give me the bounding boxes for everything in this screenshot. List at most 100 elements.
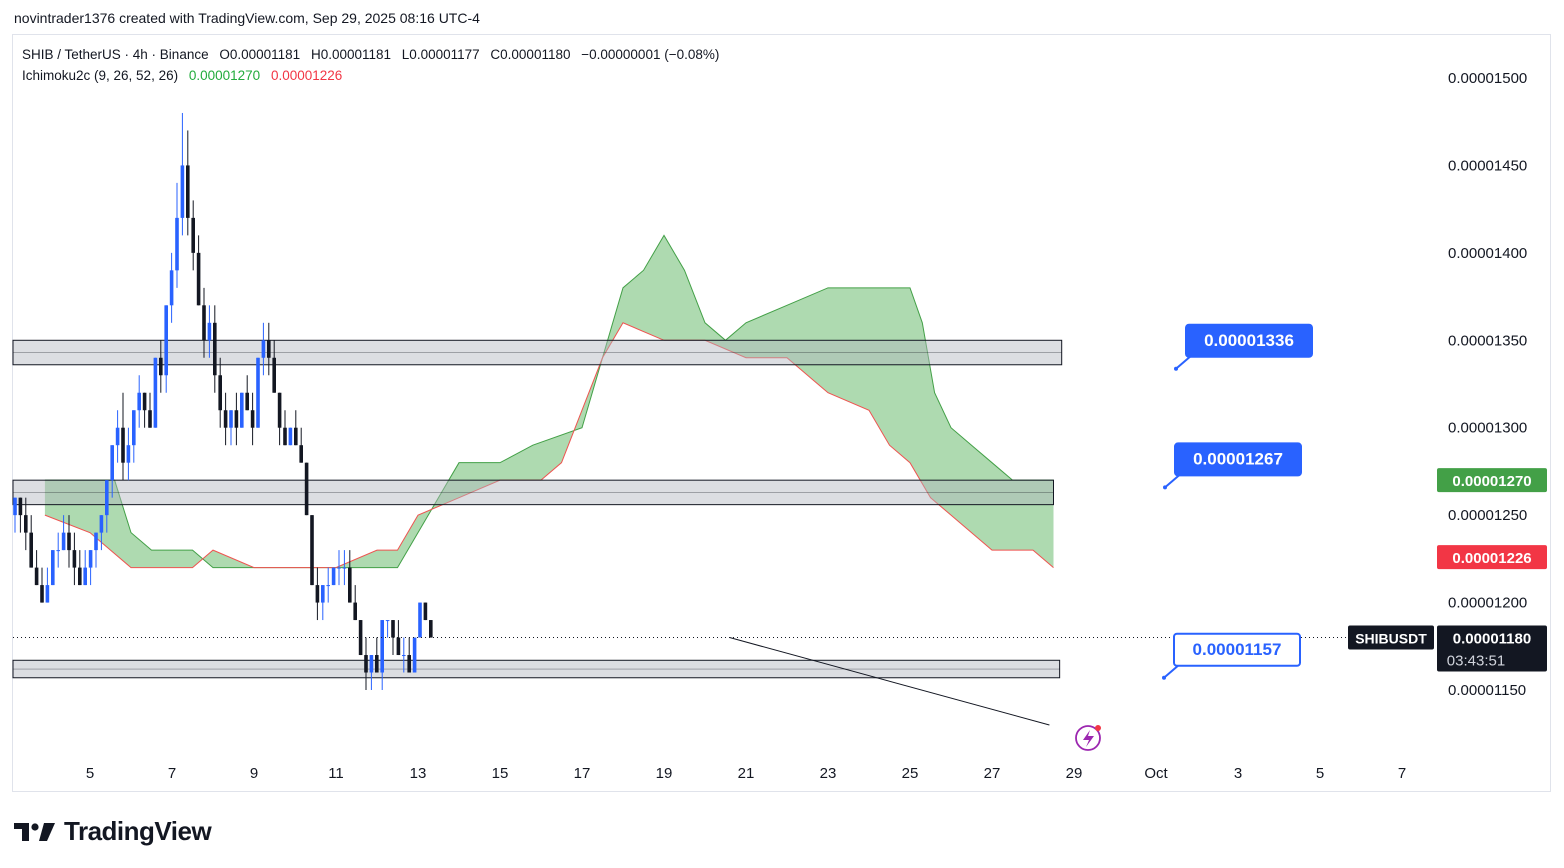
candle-body[interactable] bbox=[207, 322, 212, 341]
candle-body[interactable] bbox=[429, 620, 433, 638]
candle-body[interactable] bbox=[412, 637, 417, 673]
candle-body[interactable] bbox=[148, 410, 152, 428]
candle-body[interactable] bbox=[348, 567, 352, 603]
candle-body[interactable] bbox=[45, 585, 50, 603]
candle-body[interactable] bbox=[353, 602, 357, 621]
candle-body[interactable] bbox=[99, 515, 104, 533]
candle-body[interactable] bbox=[223, 410, 228, 428]
candle-body[interactable] bbox=[78, 567, 82, 586]
candle-body[interactable] bbox=[180, 165, 185, 218]
current-price-text: 0.00001180 bbox=[1453, 631, 1531, 648]
trendline[interactable] bbox=[729, 637, 1050, 726]
candle-body[interactable] bbox=[288, 427, 293, 446]
candle-body[interactable] bbox=[402, 655, 406, 657]
candle-body[interactable] bbox=[385, 620, 390, 622]
candle-body[interactable] bbox=[24, 515, 28, 533]
candle-body[interactable] bbox=[213, 322, 217, 376]
candle-body[interactable] bbox=[342, 567, 347, 569]
candle-body[interactable] bbox=[196, 252, 201, 306]
candle-body[interactable] bbox=[164, 305, 168, 376]
candle-body[interactable] bbox=[299, 445, 303, 463]
candle-body[interactable] bbox=[234, 410, 239, 428]
candle-body[interactable] bbox=[142, 392, 147, 411]
candle-body[interactable] bbox=[315, 585, 320, 603]
candle-body[interactable] bbox=[29, 532, 33, 568]
chart-legend: SHIB / TetherUS · 4h · Binance O0.000011… bbox=[22, 44, 726, 86]
candle-body[interactable] bbox=[186, 165, 190, 218]
level-label[interactable] bbox=[1173, 632, 1301, 667]
tradingview-wordmark: TradingView bbox=[64, 816, 212, 846]
candle-body[interactable] bbox=[132, 410, 136, 446]
candle-body[interactable] bbox=[321, 585, 325, 603]
candle-body[interactable] bbox=[423, 602, 428, 621]
candle-body[interactable] bbox=[375, 655, 379, 673]
candle-body[interactable] bbox=[153, 357, 158, 428]
candle-body[interactable] bbox=[272, 357, 276, 393]
candle-body[interactable] bbox=[110, 445, 114, 481]
candle-body[interactable] bbox=[277, 392, 282, 428]
candle-body[interactable] bbox=[126, 445, 131, 463]
candle-body[interactable] bbox=[137, 392, 141, 411]
candle-body[interactable] bbox=[159, 357, 163, 376]
candle-body[interactable] bbox=[229, 410, 233, 428]
candle-body[interactable] bbox=[396, 637, 401, 656]
level-label[interactable] bbox=[1185, 323, 1313, 358]
symbol-title[interactable]: SHIB / TetherUS · 4h · Binance bbox=[22, 47, 209, 62]
x-axis-tick-label: 5 bbox=[1316, 765, 1324, 782]
candle-body[interactable] bbox=[407, 655, 411, 673]
candle-body[interactable] bbox=[105, 480, 109, 516]
candle-body[interactable] bbox=[169, 270, 174, 306]
candle-body[interactable] bbox=[34, 567, 39, 586]
candle-body[interactable] bbox=[369, 655, 374, 673]
level-label[interactable] bbox=[1174, 442, 1302, 477]
candle-body[interactable] bbox=[364, 655, 368, 673]
candle-body[interactable] bbox=[191, 217, 195, 253]
candle-body[interactable] bbox=[67, 532, 71, 551]
candle-body[interactable] bbox=[175, 217, 179, 271]
candle-body[interactable] bbox=[18, 497, 23, 516]
candle-body[interactable] bbox=[240, 392, 244, 428]
price-badge bbox=[1437, 545, 1547, 570]
x-axis-tick-label: 7 bbox=[1398, 765, 1406, 782]
x-axis-tick-label: 23 bbox=[820, 765, 837, 782]
indicator-legend-row: Ichimoku2c (9, 26, 52, 26) 0.00001270 0.… bbox=[22, 65, 726, 86]
candle-body[interactable] bbox=[245, 392, 249, 411]
candle-body[interactable] bbox=[115, 427, 120, 446]
candle-body[interactable] bbox=[358, 620, 363, 656]
candle-body[interactable] bbox=[310, 515, 314, 586]
candle-body[interactable] bbox=[337, 567, 341, 569]
candle-body[interactable] bbox=[40, 585, 44, 603]
candle-body[interactable] bbox=[88, 550, 93, 568]
candle-body[interactable] bbox=[326, 585, 330, 587]
candle-body[interactable] bbox=[304, 462, 309, 516]
candle-body[interactable] bbox=[94, 532, 98, 551]
indicator-name[interactable]: Ichimoku2c (9, 26, 52, 26) bbox=[22, 68, 179, 83]
x-axis-tick-label: 19 bbox=[656, 765, 673, 782]
candle-body[interactable] bbox=[56, 550, 60, 552]
tradingview-logo[interactable]: TradingView bbox=[14, 816, 212, 847]
x-axis-tick-label: 13 bbox=[410, 765, 427, 782]
candle-body[interactable] bbox=[218, 375, 222, 411]
candle-body[interactable] bbox=[267, 340, 271, 358]
candle-body[interactable] bbox=[256, 357, 260, 428]
candle-body[interactable] bbox=[261, 340, 266, 358]
candle-body[interactable] bbox=[202, 305, 206, 341]
candle-body[interactable] bbox=[13, 497, 17, 516]
flash-icon[interactable] bbox=[1075, 725, 1101, 751]
candle-body[interactable] bbox=[250, 410, 255, 428]
candle-body[interactable] bbox=[121, 427, 125, 463]
candle-body[interactable] bbox=[391, 620, 395, 638]
candle-body[interactable] bbox=[380, 620, 384, 673]
candle-body[interactable] bbox=[283, 427, 287, 446]
x-axis-tick-label: 15 bbox=[492, 765, 509, 782]
candle-body[interactable] bbox=[83, 567, 87, 586]
chart-frame[interactable] bbox=[12, 34, 1551, 792]
candle-body[interactable] bbox=[418, 602, 422, 638]
candle-body[interactable] bbox=[331, 567, 336, 586]
candle-body[interactable] bbox=[51, 550, 55, 586]
candle-body[interactable] bbox=[72, 550, 77, 568]
symbol-badge-text: SHIBUSDT bbox=[1355, 631, 1427, 647]
candle-body[interactable] bbox=[61, 532, 66, 551]
candle-body[interactable] bbox=[294, 427, 298, 446]
